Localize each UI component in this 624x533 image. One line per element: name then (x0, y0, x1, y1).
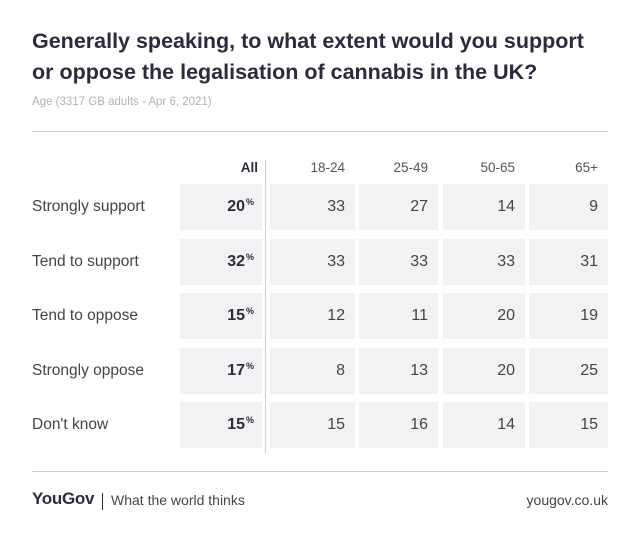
column-header-age: 50-65 (480, 160, 515, 175)
cell-value: 19 (529, 293, 608, 339)
row-label: Strongly support (32, 198, 145, 215)
cell-all-value: 15 (227, 416, 245, 433)
percent-sign: % (245, 251, 254, 262)
cell-value: 25 (529, 347, 608, 394)
all-column-divider (265, 160, 266, 453)
top-divider (32, 131, 608, 132)
percent-sign: % (245, 415, 254, 425)
yougov-logo: YouGov (32, 489, 95, 508)
cell-value: 14 (443, 184, 525, 230)
column-header-age: 18-24 (310, 160, 345, 175)
cell-all: 20% (180, 184, 262, 230)
cell-value: 15 (529, 402, 608, 448)
cell-all-value: 32 (227, 252, 245, 270)
chart-subtitle: Age (3317 GB adults - Apr 6, 2021) (32, 96, 212, 108)
row-label: Tend to support (32, 252, 139, 270)
cell-value: 12 (270, 293, 355, 339)
row-label: Tend to oppose (32, 307, 139, 324)
cell-all-value: 15 (227, 307, 245, 324)
cell-all-value: 17 (227, 361, 245, 379)
cell-value: 14 (443, 402, 525, 448)
footer-site-url: yougov.co.uk (526, 492, 608, 508)
cell-value: 20 (443, 347, 525, 394)
percent-sign: % (245, 360, 254, 371)
cell-value: 13 (359, 347, 438, 394)
cell-value: 16 (359, 402, 438, 448)
cell-value: 33 (359, 238, 438, 285)
cell-all: 32% (180, 238, 262, 285)
cell-value: 8 (270, 347, 355, 394)
row-label: Strongly oppose (32, 361, 145, 379)
cell-value: 31 (529, 238, 608, 285)
cell-value: 27 (359, 184, 438, 230)
cell-all: 15% (180, 293, 262, 339)
cell-value: 20 (443, 293, 525, 339)
logo-separator (102, 493, 103, 510)
chart-title: Generally speaking, to what extent would… (32, 29, 584, 84)
bottom-divider (32, 471, 608, 472)
cell-value: 33 (270, 184, 355, 230)
footer-tagline: What the world thinks (111, 492, 245, 508)
column-header-age: 65+ (575, 160, 598, 175)
percent-sign: % (245, 306, 254, 316)
cell-value: 11 (359, 293, 438, 339)
cell-value: 33 (443, 238, 525, 285)
percent-sign: % (245, 197, 254, 207)
cell-value: 15 (270, 402, 355, 448)
cell-all-value: 20 (227, 198, 245, 215)
cell-value: 33 (270, 238, 355, 285)
cell-all: 17% (180, 347, 262, 394)
column-header-age: 25-49 (393, 160, 428, 175)
row-label: Don't know (32, 416, 109, 433)
column-header-all: All (240, 160, 258, 175)
cell-all: 15% (180, 402, 262, 448)
cell-value: 9 (529, 184, 608, 230)
